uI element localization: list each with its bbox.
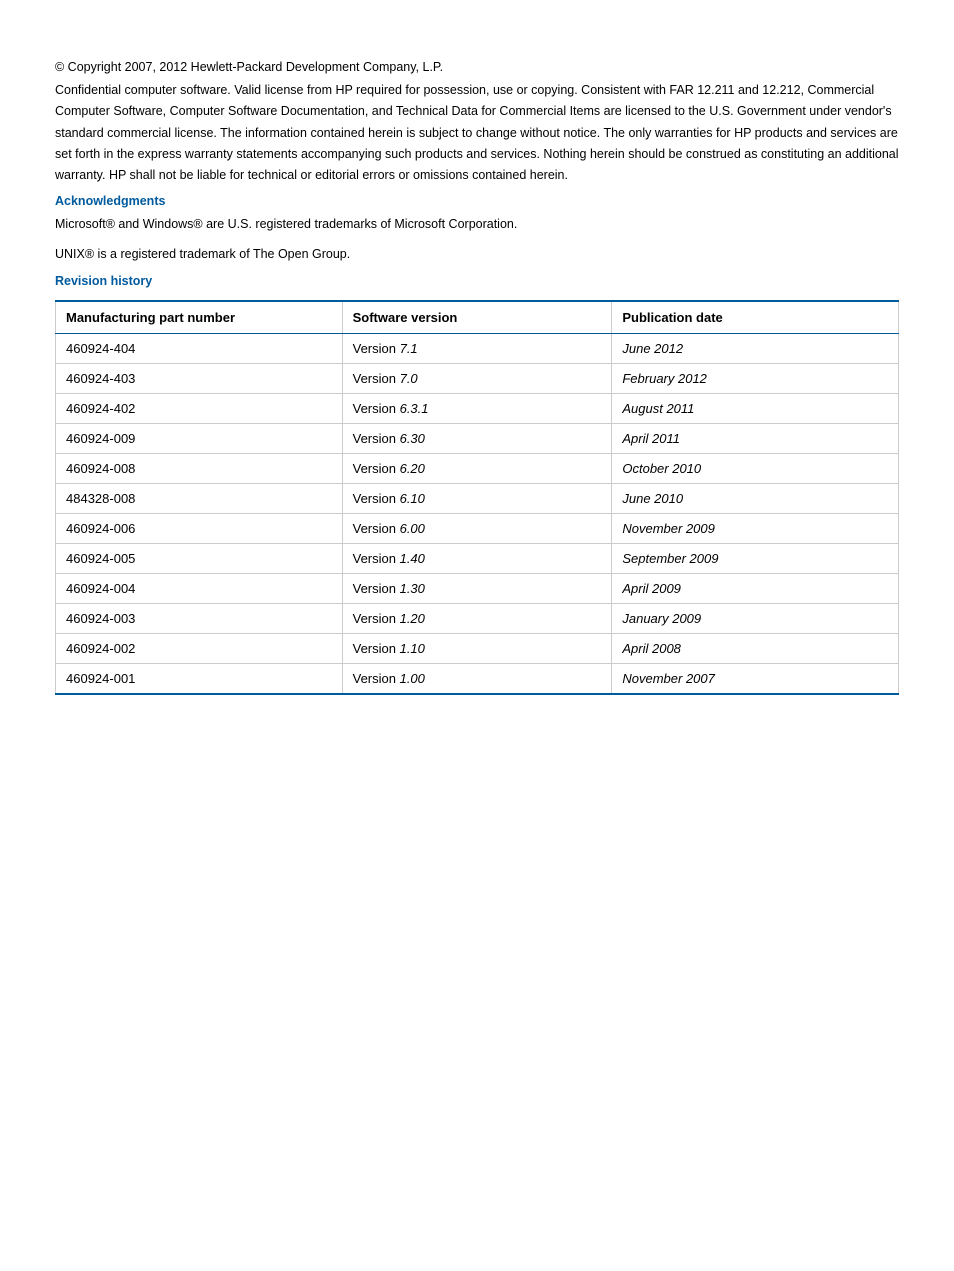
part-number-cell: 460924-006 — [56, 514, 343, 544]
publication-date-cell: November 2009 — [612, 514, 899, 544]
part-number-cell: 460924-008 — [56, 454, 343, 484]
table-row: 460924-402Version 6.3.1August 2011 — [56, 394, 899, 424]
publication-date-cell: October 2010 — [612, 454, 899, 484]
version-cell: Version 1.30 — [342, 574, 612, 604]
table-row: 460924-005Version 1.40September 2009 — [56, 544, 899, 574]
table-row: 460924-404Version 7.1June 2012 — [56, 334, 899, 364]
version-prefix: Version — [353, 551, 400, 566]
table-row: 460924-004Version 1.30April 2009 — [56, 574, 899, 604]
version-prefix: Version — [353, 431, 400, 446]
publication-date-cell: June 2012 — [612, 334, 899, 364]
version-prefix: Version — [353, 401, 400, 416]
version-prefix: Version — [353, 581, 400, 596]
copyright-line: © Copyright 2007, 2012 Hewlett-Packard D… — [55, 60, 899, 74]
version-prefix: Version — [353, 341, 400, 356]
version-prefix: Version — [353, 671, 400, 686]
publication-date-cell: April 2011 — [612, 424, 899, 454]
version-prefix: Version — [353, 371, 400, 386]
version-prefix: Version — [353, 521, 400, 536]
part-number-cell: 460924-005 — [56, 544, 343, 574]
table-header-row: Manufacturing part number Software versi… — [56, 301, 899, 334]
trademark-line-2: UNIX® is a registered trademark of The O… — [55, 244, 899, 264]
publication-date-cell: April 2008 — [612, 634, 899, 664]
column-header-part: Manufacturing part number — [56, 301, 343, 334]
version-number: 6.20 — [400, 461, 425, 476]
table-row: 460924-001Version 1.00November 2007 — [56, 664, 899, 695]
table-row: 460924-002Version 1.10April 2008 — [56, 634, 899, 664]
part-number-cell: 484328-008 — [56, 484, 343, 514]
version-number: 6.30 — [400, 431, 425, 446]
version-prefix: Version — [353, 491, 400, 506]
version-number: 6.00 — [400, 521, 425, 536]
version-cell: Version 6.30 — [342, 424, 612, 454]
version-number: 1.20 — [400, 611, 425, 626]
version-cell: Version 6.10 — [342, 484, 612, 514]
revision-history-table: Manufacturing part number Software versi… — [55, 300, 899, 695]
version-cell: Version 6.00 — [342, 514, 612, 544]
table-row: 460924-006Version 6.00November 2009 — [56, 514, 899, 544]
version-cell: Version 6.3.1 — [342, 394, 612, 424]
version-number: 1.40 — [400, 551, 425, 566]
version-prefix: Version — [353, 461, 400, 476]
version-cell: Version 1.40 — [342, 544, 612, 574]
part-number-cell: 460924-403 — [56, 364, 343, 394]
version-cell: Version 1.20 — [342, 604, 612, 634]
part-number-cell: 460924-004 — [56, 574, 343, 604]
version-number: 6.10 — [400, 491, 425, 506]
publication-date-cell: February 2012 — [612, 364, 899, 394]
publication-date-cell: August 2011 — [612, 394, 899, 424]
part-number-cell: 460924-404 — [56, 334, 343, 364]
version-cell: Version 1.10 — [342, 634, 612, 664]
version-cell: Version 7.0 — [342, 364, 612, 394]
version-number: 1.30 — [400, 581, 425, 596]
acknowledgments-heading: Acknowledgments — [55, 194, 899, 208]
version-cell: Version 6.20 — [342, 454, 612, 484]
version-number: 6.3.1 — [400, 401, 429, 416]
table-row: 484328-008Version 6.10June 2010 — [56, 484, 899, 514]
table-row: 460924-403Version 7.0February 2012 — [56, 364, 899, 394]
part-number-cell: 460924-001 — [56, 664, 343, 695]
part-number-cell: 460924-402 — [56, 394, 343, 424]
legal-text: Confidential computer software. Valid li… — [55, 80, 899, 186]
version-number: 1.00 — [400, 671, 425, 686]
version-number: 7.1 — [400, 341, 418, 356]
column-header-date: Publication date — [612, 301, 899, 334]
version-cell: Version 7.1 — [342, 334, 612, 364]
version-cell: Version 1.00 — [342, 664, 612, 695]
part-number-cell: 460924-003 — [56, 604, 343, 634]
table-row: 460924-003Version 1.20January 2009 — [56, 604, 899, 634]
part-number-cell: 460924-002 — [56, 634, 343, 664]
version-number: 1.10 — [400, 641, 425, 656]
version-prefix: Version — [353, 641, 400, 656]
trademark-line-1: Microsoft® and Windows® are U.S. registe… — [55, 214, 899, 234]
version-number: 7.0 — [400, 371, 418, 386]
table-row: 460924-009Version 6.30April 2011 — [56, 424, 899, 454]
column-header-version: Software version — [342, 301, 612, 334]
part-number-cell: 460924-009 — [56, 424, 343, 454]
publication-date-cell: November 2007 — [612, 664, 899, 695]
publication-date-cell: January 2009 — [612, 604, 899, 634]
version-prefix: Version — [353, 611, 400, 626]
publication-date-cell: April 2009 — [612, 574, 899, 604]
table-row: 460924-008Version 6.20October 2010 — [56, 454, 899, 484]
revision-history-heading: Revision history — [55, 274, 899, 288]
publication-date-cell: September 2009 — [612, 544, 899, 574]
publication-date-cell: June 2010 — [612, 484, 899, 514]
